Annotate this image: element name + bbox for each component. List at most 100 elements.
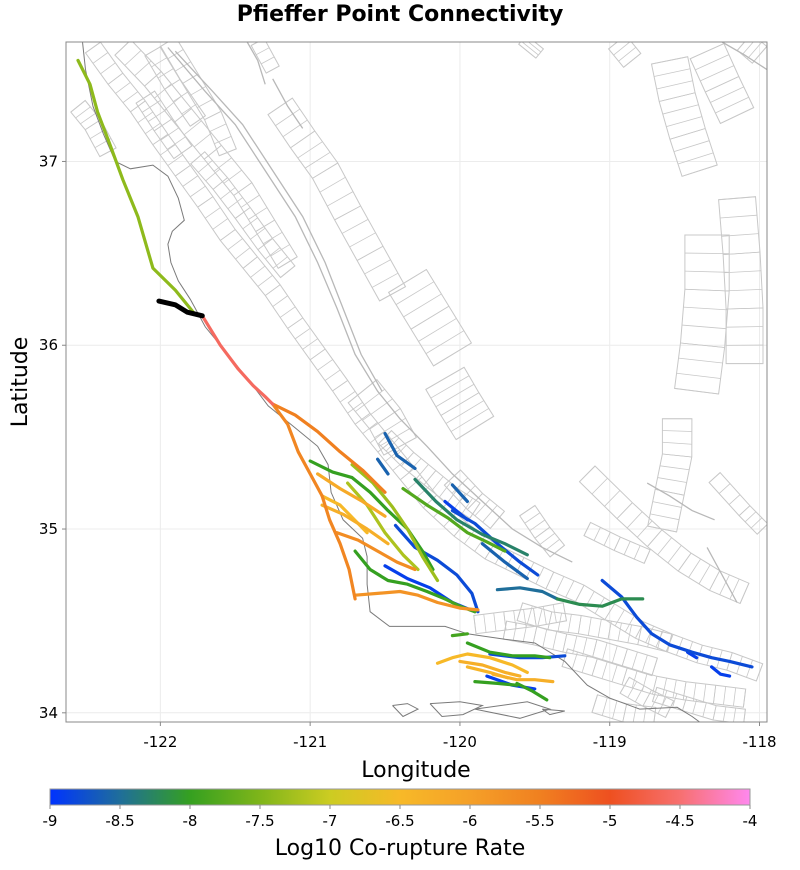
fault-subsection-divider	[167, 49, 184, 60]
rupture-section	[450, 509, 540, 577]
fault-subsection-divider	[423, 470, 437, 485]
fault-subsection-divider	[545, 571, 555, 589]
fault-subsection-divider	[524, 512, 541, 524]
rupture-section	[346, 481, 420, 572]
fault-subsection-divider	[743, 709, 746, 722]
fault-subsection-divider	[173, 145, 193, 159]
x-tick-label: -118	[742, 733, 776, 751]
fault-subsection-divider	[80, 112, 96, 125]
fault-subsection-divider	[710, 86, 744, 103]
fault-subsection-divider	[513, 610, 517, 629]
colorbar-ticks: -9 -8.5 -8 -7.5 -7 -6.5 -6 -5.5 -5 -4.5 -4	[43, 805, 757, 830]
fault-subsection-divider	[122, 91, 139, 103]
fault-subsection-divider	[85, 42, 101, 54]
fault-subsection-divider	[324, 369, 341, 381]
fault-subsection-divider	[722, 706, 727, 722]
fault-subsection-divider	[144, 46, 162, 57]
fault-subsection-divider	[715, 96, 749, 114]
fault-subsection-divider	[659, 92, 696, 102]
colorbar	[49, 788, 751, 806]
fault-subsection-divider	[220, 187, 236, 200]
fault-subsection-divider	[444, 469, 461, 486]
coastline-segment	[392, 703, 420, 718]
fault-subsection-divider	[728, 494, 741, 505]
fault-subsection-divider	[425, 366, 465, 390]
fault-subsection-divider	[144, 71, 162, 87]
fault-subsection-divider	[408, 458, 422, 473]
fault-subsection-divider	[739, 583, 750, 604]
fault-subsection-divider	[92, 52, 109, 64]
fault-subsection-divider	[623, 53, 642, 68]
fault-subsection-divider	[160, 127, 180, 141]
fault-subsection-divider	[561, 648, 568, 667]
colorbar-tick-label: -5	[603, 812, 618, 830]
fault-subsection-divider	[204, 111, 222, 121]
fault-subsection-divider	[736, 42, 746, 51]
fault-subsection-divider	[680, 342, 725, 348]
fault-subsection-divider	[587, 617, 592, 636]
fault-subsection-divider	[278, 256, 298, 269]
coastline-segment	[429, 701, 485, 718]
rupture-section	[491, 672, 555, 684]
fault-subsection-divider	[552, 631, 558, 650]
rupture-section	[353, 549, 447, 601]
fault-subsection-divider	[193, 132, 212, 148]
fault-subsection-divider	[627, 681, 638, 698]
fault-subsection-divider	[459, 485, 476, 502]
fault-subsection-divider	[469, 502, 481, 519]
source-section	[156, 298, 205, 319]
fault-subsection-divider	[582, 637, 588, 656]
fault-subsection-divider	[607, 620, 612, 640]
fault-subsection-divider	[174, 61, 191, 72]
coastline-segment	[82, 42, 700, 722]
fault-subsection-divider	[290, 130, 316, 149]
fault-subsection-divider	[257, 238, 273, 251]
fault-subsection-divider	[682, 696, 688, 711]
fault-subsection-divider	[464, 528, 476, 544]
rupture-section	[435, 652, 529, 675]
fault-subsection-divider	[251, 42, 259, 46]
fault-subsection-divider	[213, 157, 232, 172]
fault-subsection-divider	[167, 136, 186, 150]
rupture-section	[316, 472, 387, 518]
fault-surface-outline	[84, 42, 764, 682]
fault-subsection-divider	[591, 694, 598, 713]
fault-subsection-divider	[733, 707, 737, 722]
rupture-section	[413, 477, 529, 557]
fault-subsection-divider	[743, 688, 747, 708]
plot-frame	[65, 41, 768, 723]
fault-subsection-divider	[681, 164, 718, 177]
y-tick-label: 34	[39, 704, 58, 722]
rupture-section	[450, 632, 469, 638]
fault-subsection-divider	[575, 585, 585, 602]
fault-subsection-divider	[235, 247, 251, 260]
fault-subsection-divider	[656, 80, 693, 90]
fault-subsection-divider	[723, 686, 727, 705]
fault-surface-outline	[591, 694, 657, 722]
fault-subsection-divider	[611, 645, 618, 664]
fault-subsection-divider	[682, 681, 687, 700]
fault-subsection-divider	[265, 247, 281, 260]
fault-subsection-divider	[435, 383, 475, 408]
fault-subsection-divider	[280, 265, 296, 278]
fault-subsection-divider	[612, 700, 618, 719]
fault-subsection-divider	[674, 387, 719, 395]
fault-subsection-divider	[371, 272, 399, 288]
fault-subsection-divider	[653, 707, 657, 722]
fault-subsection-divider	[433, 342, 472, 367]
fault-subsection-divider	[746, 42, 763, 60]
x-tick-label: -119	[593, 733, 627, 751]
rupture-sections	[76, 58, 754, 702]
fault-subsection-divider	[533, 608, 537, 627]
rupture-section	[450, 483, 469, 504]
fault-subsection-divider	[164, 95, 182, 111]
rupture-section	[685, 650, 699, 660]
fault-subsection-divider	[621, 667, 628, 685]
fault-subsection-divider	[388, 269, 427, 293]
fault-subsection-divider	[518, 43, 537, 59]
background-faults	[70, 42, 767, 722]
rupture-section	[515, 681, 549, 702]
fault-subsection-divider	[407, 476, 423, 490]
map-title: Pfieffer Point Connectivity	[236, 2, 564, 27]
fault-subsection-divider	[577, 615, 582, 634]
